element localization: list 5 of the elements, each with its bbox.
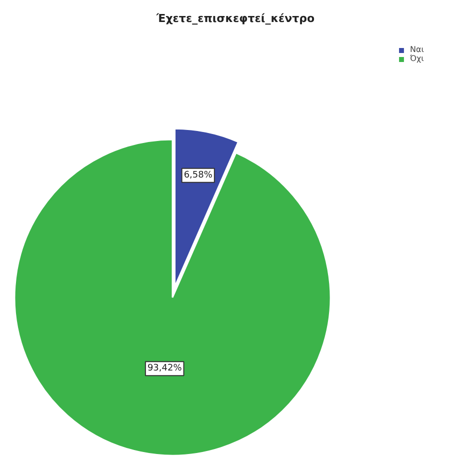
chart-title: Έχετε_επισκεφτεί_κέντρο [155,12,316,25]
legend-label: Ναι [410,45,425,54]
data-label: 6,58% [184,170,213,180]
legend-label: Όχι [410,54,425,63]
data-label: 93,42% [147,364,182,374]
